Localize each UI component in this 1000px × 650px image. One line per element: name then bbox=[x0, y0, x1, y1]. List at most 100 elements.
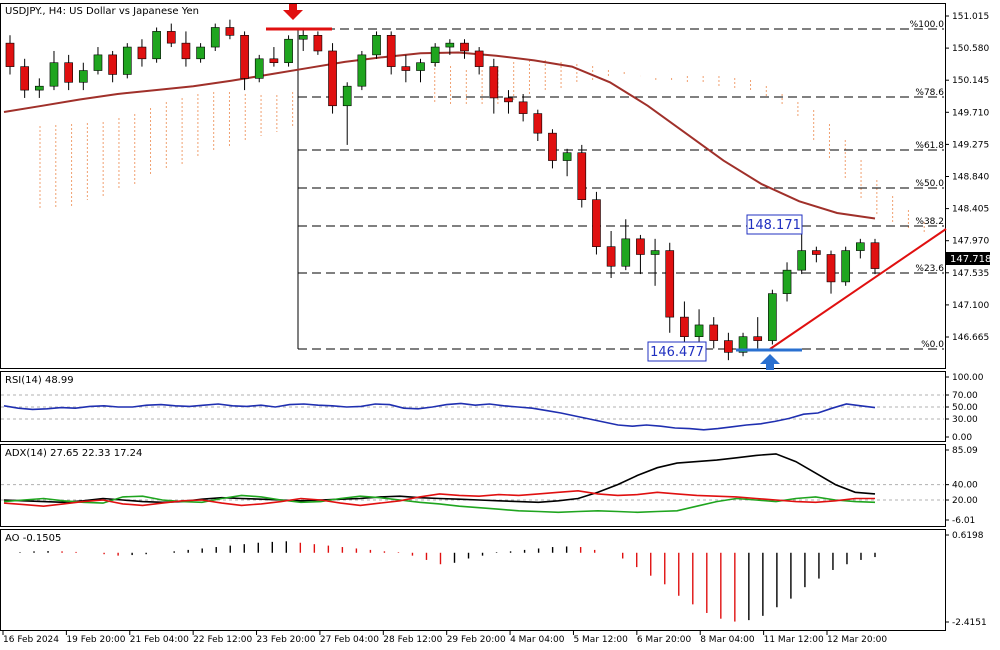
adx-tick-label: 20.00 bbox=[952, 496, 978, 506]
candle-body bbox=[504, 97, 513, 103]
rsi-tick-label: 0.00 bbox=[952, 433, 972, 443]
time-axis: 16 Feb 2024 19 Feb 20:00 21 Feb 04:00 22 Fe… bbox=[2, 631, 887, 645]
candlestick bbox=[768, 289, 777, 345]
candlestick bbox=[416, 58, 425, 83]
rsi-indicator bbox=[1, 394, 944, 431]
candle-body bbox=[841, 250, 851, 283]
candlestick bbox=[489, 58, 499, 114]
price-tick-label: 147.535 bbox=[952, 269, 989, 279]
price-tick-label: 146.665 bbox=[952, 333, 989, 343]
adx-axis: 85.09 40.00 20.00 -6.01 bbox=[945, 446, 978, 526]
price-tick-label: 149.275 bbox=[952, 140, 989, 150]
candle-body bbox=[152, 31, 161, 60]
candle-body bbox=[533, 113, 543, 134]
candlestick bbox=[108, 50, 117, 83]
candlestick bbox=[210, 23, 220, 51]
candlestick bbox=[870, 238, 880, 275]
candle-body bbox=[254, 58, 264, 79]
candle-body bbox=[269, 58, 279, 64]
candle-body bbox=[797, 250, 807, 271]
candle-body bbox=[34, 85, 44, 91]
candle-body bbox=[64, 62, 73, 83]
price-tick-label: 148.405 bbox=[952, 205, 989, 215]
adx-title: ADX(14) 27.65 22.33 17.24 bbox=[5, 448, 142, 459]
ao-tick-label: -2.4151 bbox=[952, 618, 987, 628]
adx-indicator bbox=[1, 453, 944, 514]
ao-title: AO -0.1505 bbox=[5, 533, 61, 544]
time-tick-label: 8 Mar 04:00 bbox=[700, 635, 755, 645]
candlestick bbox=[445, 39, 455, 55]
candle-body bbox=[694, 324, 704, 337]
candlestick bbox=[254, 54, 264, 83]
candlestick bbox=[122, 43, 132, 79]
fib-level-label: %61.8 bbox=[915, 141, 944, 151]
candlestick bbox=[49, 50, 59, 91]
candle-body bbox=[416, 62, 425, 71]
price-tick-label: 148.840 bbox=[952, 173, 989, 183]
current-price-tag: 147.718 bbox=[946, 252, 991, 265]
candle-body bbox=[196, 46, 205, 60]
candle-body bbox=[108, 54, 117, 75]
candle-body bbox=[577, 152, 587, 200]
candlestick bbox=[606, 231, 616, 278]
candlestick bbox=[592, 191, 601, 255]
candlestick bbox=[562, 148, 572, 177]
candle-body bbox=[357, 54, 367, 87]
candle-body bbox=[548, 132, 557, 161]
candlestick bbox=[724, 332, 733, 361]
candlestick bbox=[5, 35, 15, 75]
candlestick bbox=[430, 43, 440, 67]
awesome-oscillator bbox=[19, 541, 876, 622]
annotation-high: 148.171 bbox=[746, 214, 803, 235]
candlestick bbox=[313, 31, 323, 55]
candle-body bbox=[680, 316, 689, 337]
candle-body bbox=[738, 336, 748, 353]
candle-body bbox=[298, 35, 308, 40]
fibonacci-retracement[interactable]: %100.0 %78.6 %61.8 %50.0 %38.2 %23.6 %0.0 bbox=[297, 20, 944, 350]
candlestick bbox=[797, 227, 807, 275]
candle-body bbox=[430, 46, 440, 64]
candle-body bbox=[665, 250, 675, 318]
candle-body bbox=[856, 242, 865, 251]
candlestick bbox=[709, 317, 719, 349]
price-tick-label: 150.580 bbox=[952, 44, 989, 54]
candlestick bbox=[518, 94, 528, 122]
candlestick bbox=[372, 31, 381, 59]
candle-body bbox=[606, 246, 616, 267]
candlestick bbox=[166, 23, 176, 48]
candlestick bbox=[284, 35, 293, 67]
candle-body bbox=[342, 85, 352, 107]
time-tick-label: 28 Feb 12:00 bbox=[383, 635, 442, 645]
annotation-low-label: 146.477 bbox=[650, 345, 704, 360]
candlestick bbox=[93, 47, 103, 75]
candle-body bbox=[826, 254, 836, 283]
candle-body bbox=[78, 70, 88, 83]
candle-body bbox=[210, 27, 220, 48]
price-tick-label: 147.100 bbox=[952, 301, 989, 311]
swing-high-marker bbox=[266, 4, 332, 31]
candlestick bbox=[533, 109, 543, 141]
candle-body bbox=[562, 152, 572, 161]
candlestick bbox=[650, 238, 660, 286]
candle-body bbox=[782, 269, 792, 294]
candlesticks bbox=[5, 19, 880, 361]
candle-body bbox=[768, 293, 777, 341]
plus-di-line bbox=[3, 494, 876, 514]
candle-body bbox=[709, 324, 719, 341]
price-tick-label: 151.015 bbox=[952, 12, 989, 22]
adx-tick-label: 85.09 bbox=[952, 446, 978, 456]
rsi-axis: 100.00 70.00 50.00 30.00 0.00 bbox=[945, 373, 984, 443]
candle-body bbox=[122, 46, 132, 75]
candlestick bbox=[841, 246, 851, 286]
candle-body bbox=[313, 35, 323, 52]
candlestick bbox=[826, 250, 836, 294]
rsi-line bbox=[3, 402, 876, 431]
candle-body bbox=[328, 50, 337, 107]
trendline-support[interactable] bbox=[769, 228, 947, 350]
candlestick bbox=[738, 332, 748, 357]
candlestick bbox=[240, 31, 249, 91]
rsi-tick-label: 30.00 bbox=[952, 415, 978, 425]
ao-axis: 0.6198 -2.4151 bbox=[945, 531, 987, 628]
price-tick-label: 150.145 bbox=[952, 76, 989, 86]
